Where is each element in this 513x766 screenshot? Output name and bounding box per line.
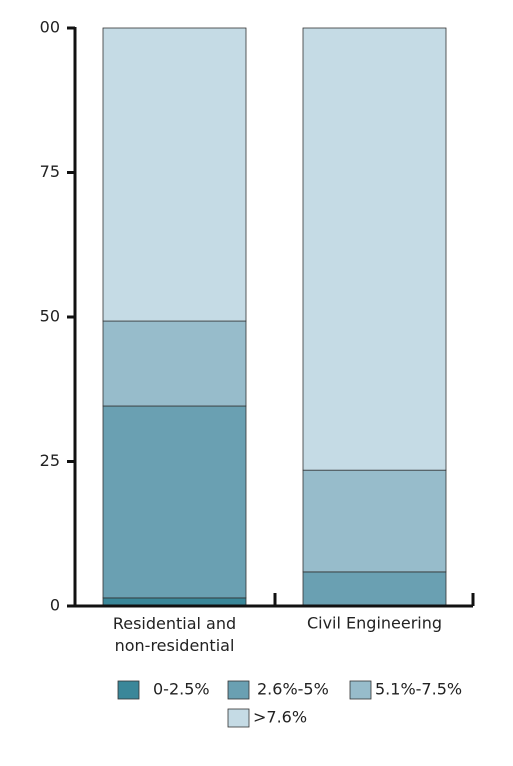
legend-swatch	[117, 680, 140, 700]
y-tick-label: 50	[40, 307, 60, 326]
bar-segment	[302, 27, 447, 471]
legend-swatch	[349, 680, 372, 700]
bar-segment	[102, 320, 247, 407]
bar-segment	[302, 469, 447, 573]
y-tick-label: 25	[40, 451, 60, 470]
legend-label: 0-2.5%	[153, 680, 210, 699]
bar-segment	[102, 405, 247, 599]
legend-label: 2.6%-5%	[257, 680, 329, 699]
bar-segment	[302, 571, 447, 607]
x-tick-label: Residential and non-residential	[113, 614, 236, 655]
y-tick-label: 0	[50, 596, 60, 615]
legend-label: >7.6%	[253, 708, 307, 727]
legend-label: 5.1%-7.5%	[375, 680, 462, 699]
y-tick-label: 75	[40, 162, 60, 181]
legend-swatch	[227, 680, 250, 700]
bar-segment	[102, 27, 247, 322]
x-tick-label: Civil Engineering	[307, 614, 442, 633]
legend-swatch	[227, 708, 250, 728]
y-tick-label: 00	[40, 18, 60, 37]
